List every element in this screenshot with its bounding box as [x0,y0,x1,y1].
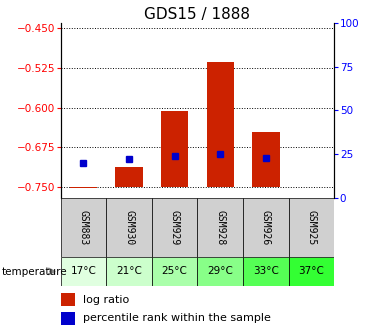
Bar [61,293,75,306]
Text: GSM929: GSM929 [170,210,179,245]
Title: GDS15 / 1888: GDS15 / 1888 [144,7,251,22]
Text: 29°C: 29°C [207,267,233,276]
FancyBboxPatch shape [289,257,334,286]
Text: 17°C: 17°C [70,267,96,276]
Text: GSM928: GSM928 [215,210,225,245]
FancyBboxPatch shape [106,198,152,257]
Text: GSM930: GSM930 [124,210,134,245]
FancyBboxPatch shape [243,257,289,286]
FancyBboxPatch shape [152,257,197,286]
FancyBboxPatch shape [152,198,197,257]
Bar [161,112,188,187]
FancyBboxPatch shape [61,257,106,286]
FancyBboxPatch shape [106,257,152,286]
FancyBboxPatch shape [197,198,243,257]
Bar [115,167,143,187]
Text: 33°C: 33°C [253,267,279,276]
Bar [70,187,97,188]
FancyBboxPatch shape [289,198,334,257]
Text: 37°C: 37°C [299,267,325,276]
Text: temperature: temperature [2,267,68,277]
Bar [252,132,280,187]
Text: GSM883: GSM883 [79,210,88,245]
FancyBboxPatch shape [197,257,243,286]
Text: 25°C: 25°C [162,267,188,276]
Text: GSM925: GSM925 [307,210,316,245]
Bar [61,312,75,325]
Text: GSM926: GSM926 [261,210,271,245]
FancyBboxPatch shape [61,198,106,257]
FancyBboxPatch shape [243,198,289,257]
Text: percentile rank within the sample: percentile rank within the sample [83,313,271,323]
Text: log ratio: log ratio [83,295,129,304]
Bar [206,61,234,187]
Text: 21°C: 21°C [116,267,142,276]
